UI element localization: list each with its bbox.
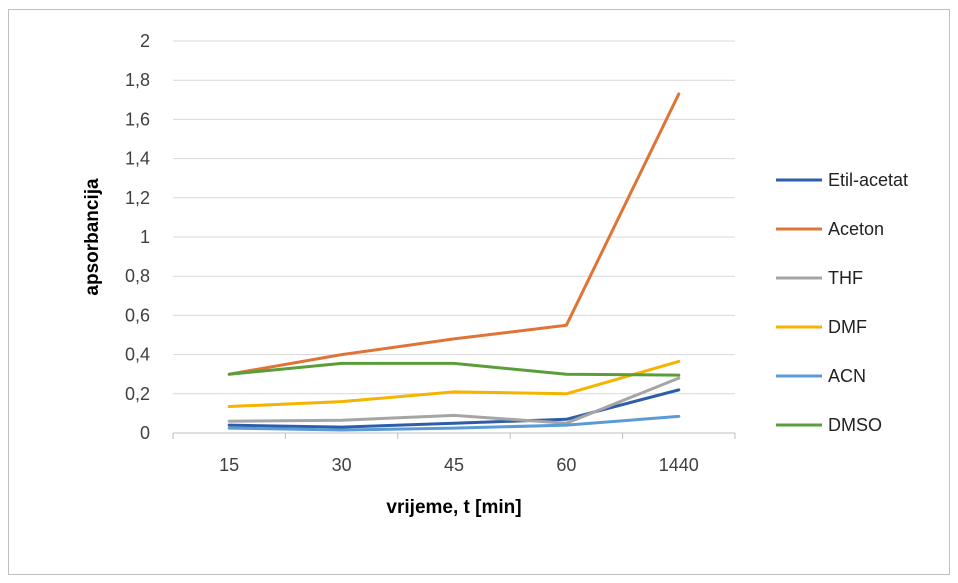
y-tick-label: 1,4 <box>125 149 150 169</box>
y-tick-labels: 0 0,2 0,4 0,6 0,8 1 1,2 1,4 1,6 1,8 2 <box>125 31 150 443</box>
x-tick-label: 15 <box>219 455 239 475</box>
y-tick-label: 0,6 <box>125 305 150 325</box>
x-tick-label: 45 <box>444 455 464 475</box>
legend-label: Aceton <box>828 219 884 239</box>
y-tick-label: 1,2 <box>125 188 150 208</box>
legend: Etil-acetat Aceton THF DMF ACN DMSO <box>776 170 908 435</box>
axes <box>172 432 736 439</box>
chart-frame <box>8 9 950 575</box>
series-line-dmso <box>227 361 681 377</box>
y-tick-label: 1,6 <box>125 109 150 129</box>
series-line-dmf <box>227 359 681 409</box>
legend-label: ACN <box>828 366 866 386</box>
legend-label: DMF <box>828 317 867 337</box>
y-tick-label: 1 <box>140 227 150 247</box>
x-tick-label: 1440 <box>659 455 699 475</box>
series-line-thf <box>227 376 681 425</box>
x-tick-label: 30 <box>332 455 352 475</box>
legend-label: Etil-acetat <box>828 170 908 190</box>
y-tick-label: 1,8 <box>125 70 150 90</box>
y-axis-title: apsorbancija <box>82 178 103 296</box>
legend-label: DMSO <box>828 415 882 435</box>
y-tick-label: 0,4 <box>125 345 150 365</box>
y-tick-label: 0 <box>140 423 150 443</box>
gridlines <box>173 40 735 395</box>
x-axis-title: vrijeme, t [min] <box>386 497 521 518</box>
legend-label: THF <box>828 268 863 288</box>
series-lines <box>227 92 681 432</box>
series-line-acn <box>227 414 681 432</box>
x-tick-labels: 15 30 45 60 1440 <box>219 455 699 475</box>
x-tick-label: 60 <box>556 455 576 475</box>
y-tick-label: 0,8 <box>125 266 150 286</box>
y-tick-label: 2 <box>140 31 150 51</box>
y-tick-label: 0,2 <box>125 384 150 404</box>
series-line-aceton <box>227 92 681 376</box>
